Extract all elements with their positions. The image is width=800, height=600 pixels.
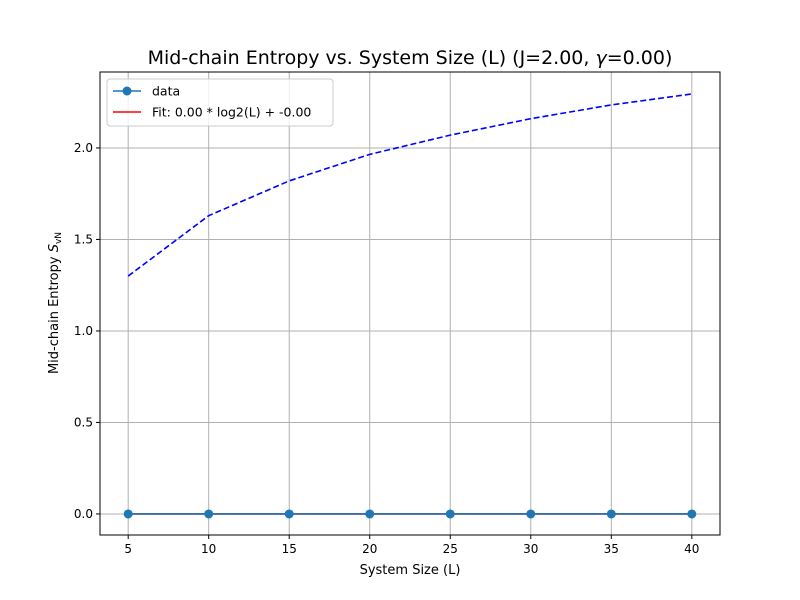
data-point (365, 509, 375, 519)
y-tick-label: 2.0 (74, 141, 93, 155)
y-tick-label: 1.5 (74, 232, 93, 246)
x-axis-label: System Size (L) (360, 563, 461, 578)
data-point (284, 509, 294, 519)
series-layer (123, 93, 697, 519)
x-tick-label: 20 (362, 542, 377, 556)
chart-title: Mid-chain Entropy vs. System Size (L) (J… (148, 47, 673, 69)
x-tick-label: 5 (124, 542, 132, 556)
data-point (606, 509, 616, 519)
x-tick-label: 25 (443, 542, 458, 556)
x-tick-label: 10 (201, 542, 216, 556)
y-tick-label: 0.5 (74, 415, 93, 429)
legend-label: Fit: 0.00 * log2(L) + -0.00 (152, 105, 311, 120)
dashed-series-line (127, 93, 692, 277)
data-point (445, 509, 455, 519)
y-axis-label: Mid-chain Entropy SvN (47, 232, 64, 374)
data-point (123, 509, 133, 519)
x-tick-label: 30 (523, 542, 538, 556)
data-point (526, 509, 536, 519)
data-point (204, 509, 214, 519)
legend-box (106, 78, 334, 127)
legend-label: data (152, 84, 180, 99)
legend-marker (122, 86, 132, 96)
plot-frame (99, 71, 721, 536)
y-tick-label: 1.0 (74, 324, 93, 338)
legend: data Fit: 0.00 * log2(L) + -0.00 (106, 78, 334, 127)
y-tick-label: 0.0 (74, 507, 93, 521)
x-tick-label: 35 (604, 542, 619, 556)
ticks: 5 10 15 20 25 30 35 40 0.0 0.5 1.0 1.5 2.0 (74, 141, 700, 556)
data-point (687, 509, 697, 519)
x-tick-label: 15 (282, 542, 297, 556)
x-tick-label: 40 (684, 542, 699, 556)
